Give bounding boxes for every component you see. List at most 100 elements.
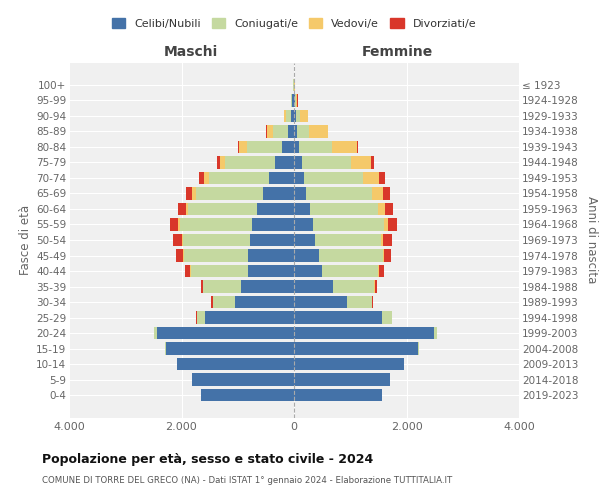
Bar [296,110,299,122]
Bar [373,187,383,200]
Bar [382,311,392,324]
Bar [294,218,313,231]
Bar [184,249,248,262]
Bar [157,326,294,340]
Bar [185,202,188,215]
Bar [379,202,385,215]
Y-axis label: Fasce di età: Fasce di età [19,205,32,275]
Bar [267,125,272,138]
Text: Popolazione per età, sesso e stato civile - 2024: Popolazione per età, sesso e stato civil… [42,452,373,466]
Bar [383,187,391,200]
Bar [383,234,392,246]
Bar [257,202,294,215]
Bar [371,156,374,169]
Bar [384,249,391,262]
Bar [319,249,383,262]
Bar [294,326,433,340]
Bar [433,326,437,340]
Bar [247,140,282,153]
Bar [205,311,294,324]
Bar [197,311,205,324]
Bar [291,110,294,122]
Bar [204,172,209,184]
Bar [199,172,204,184]
Bar [203,280,241,293]
Bar [238,140,239,153]
Bar [379,172,385,184]
Bar [188,202,257,215]
Bar [263,187,294,200]
Bar [185,264,190,278]
Bar [272,125,288,138]
Bar [248,249,294,262]
Bar [357,140,358,153]
Bar [178,202,185,215]
Bar [226,156,275,169]
Bar [173,234,182,246]
Bar [288,125,294,138]
Bar [332,140,357,153]
Bar [269,172,294,184]
Bar [308,125,328,138]
Bar [294,140,299,153]
Bar [201,388,294,402]
Bar [294,388,382,402]
Bar [350,156,371,169]
Bar [381,234,383,246]
Bar [294,234,316,246]
Text: COMUNE DI TORRE DEL GRECO (NA) - Dati ISTAT 1° gennaio 2024 - Elaborazione TUTTI: COMUNE DI TORRE DEL GRECO (NA) - Dati IS… [42,476,452,485]
Bar [248,264,294,278]
Bar [211,296,213,308]
Bar [316,234,381,246]
Bar [294,94,295,107]
Bar [294,187,306,200]
Bar [294,358,404,370]
Bar [299,110,308,122]
Bar [294,311,382,324]
Bar [294,125,297,138]
Bar [294,156,302,169]
Bar [201,280,203,293]
Bar [292,94,294,107]
Bar [294,280,333,293]
Bar [294,110,296,122]
Bar [388,218,397,231]
Bar [196,187,263,200]
Bar [180,218,253,231]
Bar [294,373,389,386]
Bar [235,296,294,308]
Bar [295,94,296,107]
Bar [239,140,247,153]
Bar [253,218,294,231]
Bar [306,187,373,200]
Bar [191,373,294,386]
Bar [310,202,379,215]
Bar [275,156,294,169]
Bar [170,218,178,231]
Legend: Celibi/Nubili, Coniugati/e, Vedovi/e, Divorziati/e: Celibi/Nubili, Coniugati/e, Vedovi/e, Di… [112,18,476,29]
Y-axis label: Anni di nascita: Anni di nascita [585,196,598,284]
Bar [294,296,347,308]
Bar [213,296,235,308]
Bar [302,156,350,169]
Bar [176,249,183,262]
Bar [286,110,291,122]
Bar [166,342,294,355]
Bar [186,187,193,200]
Bar [165,342,166,355]
Bar [385,202,393,215]
Bar [294,249,319,262]
Bar [241,280,294,293]
Bar [294,202,310,215]
Bar [375,280,377,293]
Bar [313,218,384,231]
Bar [383,249,384,262]
Text: Maschi: Maschi [163,45,218,59]
Bar [333,280,374,293]
Bar [418,342,419,355]
Bar [294,172,304,184]
Bar [294,264,322,278]
Bar [296,94,298,107]
Bar [191,264,248,278]
Bar [193,187,196,200]
